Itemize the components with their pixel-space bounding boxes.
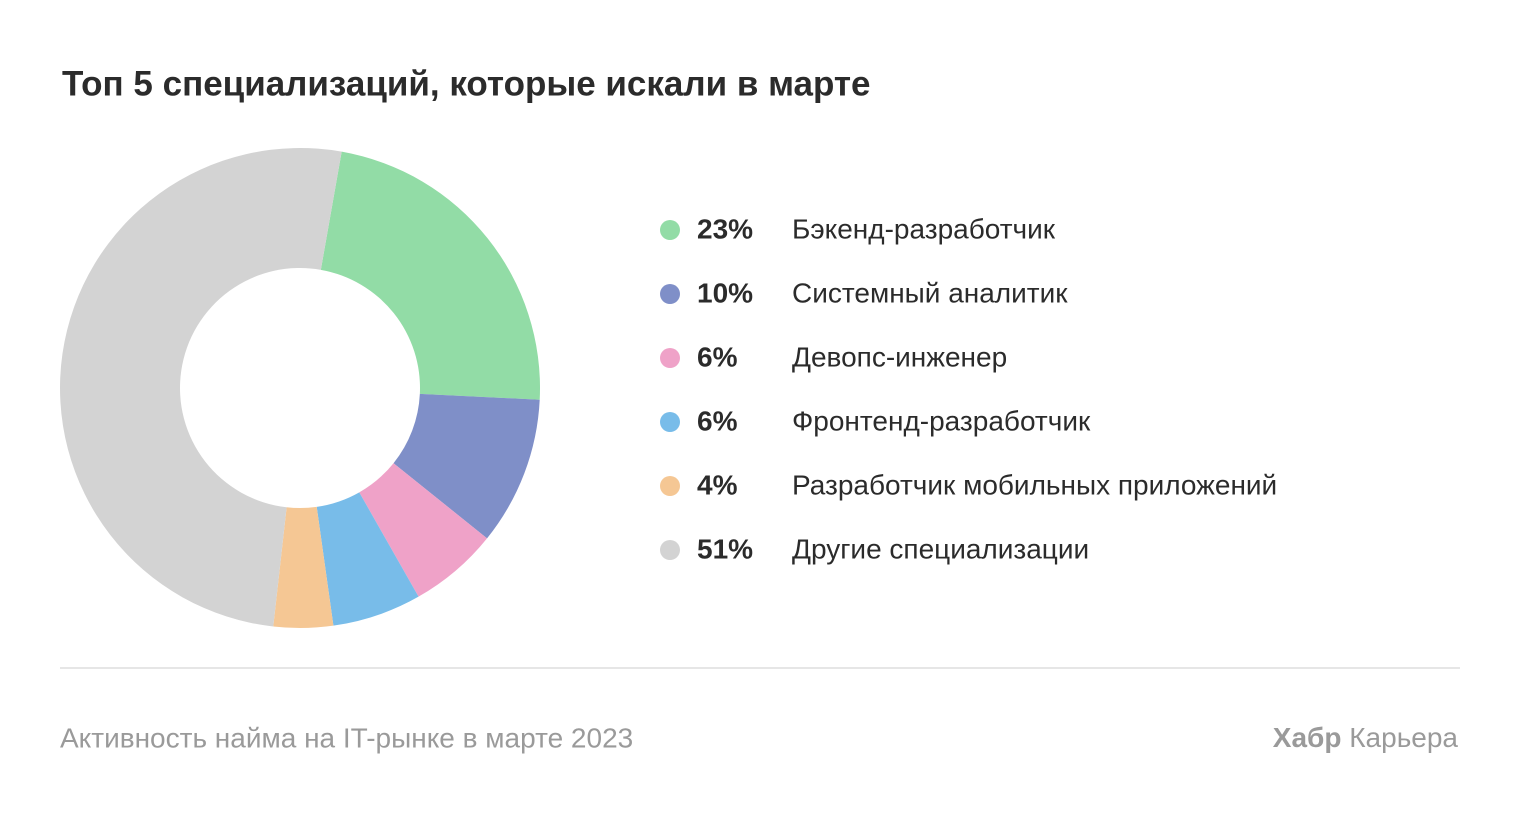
brand-rest: Карьера [1349, 722, 1458, 753]
legend-marker [660, 220, 680, 240]
brand: Хабр Карьера [1273, 722, 1459, 753]
legend-value: 51% [697, 533, 753, 564]
legend-marker [660, 476, 680, 496]
legend-marker [660, 412, 680, 432]
legend-value: 4% [697, 469, 738, 500]
legend-label: Фронтенд-разработчик [792, 405, 1091, 436]
legend-label: Бэкенд-разработчик [792, 213, 1056, 244]
legend-label: Разработчик мобильных приложений [792, 469, 1277, 500]
donut-slice [359, 463, 488, 597]
legend-label: Системный аналитик [792, 277, 1068, 308]
brand-bold: Хабр [1273, 722, 1342, 753]
legend-label: Девопс-инженер [792, 341, 1007, 372]
source: Активность найма на IT-рынке в марте 202… [60, 722, 633, 753]
legend-label: Другие специализации [792, 533, 1089, 564]
chart-title: Топ 5 специализаций, которые искали в ма… [62, 64, 871, 103]
donut-slice [393, 393, 540, 539]
legend-value: 6% [697, 341, 738, 372]
donut-slice [59, 147, 342, 627]
donut-slice [273, 506, 334, 628]
legend-value: 10% [697, 277, 753, 308]
legend-value: 23% [697, 213, 753, 244]
legend-marker [660, 540, 680, 560]
donut-slice [316, 492, 419, 626]
donut-slice [320, 151, 541, 400]
legend-value: 6% [697, 405, 738, 436]
legend-marker [660, 348, 680, 368]
legend-marker [660, 284, 680, 304]
